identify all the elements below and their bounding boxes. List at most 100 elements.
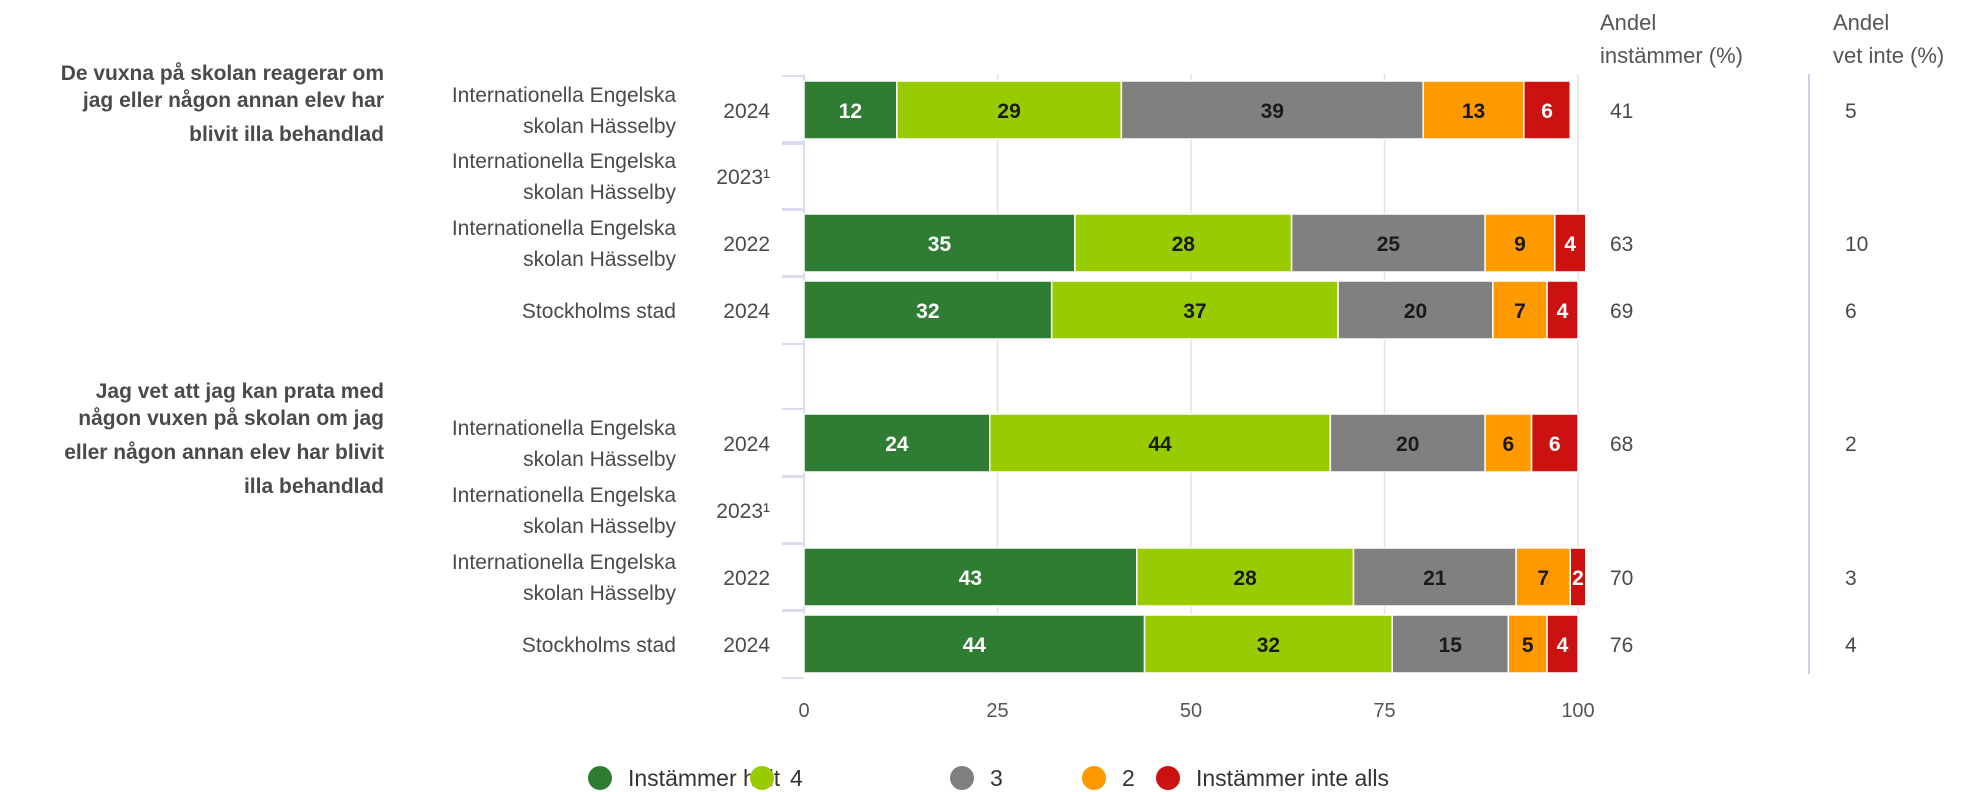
column-header: Andel instämmer (%) (1600, 10, 1743, 68)
bar-segment (803, 413, 991, 473)
bar-segment (1569, 547, 1587, 607)
bar-segment (1422, 80, 1525, 140)
bar-segment (1492, 280, 1548, 340)
unit-label: Internationella Engelska (452, 417, 676, 440)
bar-value-label: 20 (1396, 433, 1419, 456)
bar-segment (1050, 280, 1339, 340)
bar-value-label: 5 (1522, 634, 1534, 657)
legend-marker (1156, 766, 1180, 790)
x-tick-label: 50 (1180, 700, 1202, 722)
instammer-value: 41 (1610, 100, 1633, 123)
legend-label: 4 (790, 765, 803, 791)
unit-label: skolan Hässelby (523, 515, 676, 538)
bar-segment (1143, 614, 1393, 674)
year-label: 2023¹ (716, 500, 770, 523)
bar-value-label: 35 (928, 233, 952, 256)
legend-marker (950, 766, 974, 790)
question-text: någon vuxen på skolan om jag (78, 407, 384, 430)
bar-value-label: 9 (1514, 233, 1526, 256)
unit-label: skolan Hässelby (523, 115, 676, 138)
x-tick-label: 0 (798, 700, 809, 722)
question-text: jag eller någon annan elev har (82, 89, 384, 112)
unit-label: Stockholms stad (522, 634, 676, 657)
bar-segment (803, 80, 898, 140)
bar-value-label: 44 (963, 634, 987, 657)
bar-value-label: 32 (916, 300, 939, 323)
legend-label: Instämmer inte alls (1196, 765, 1389, 791)
bar-segment (1515, 547, 1572, 607)
year-label: 2024 (723, 300, 770, 323)
bar-segment (1136, 547, 1355, 607)
legend-label: 2 (1122, 765, 1135, 791)
bar-segment (896, 80, 1123, 140)
x-tick-label: 25 (986, 700, 1008, 722)
vet-inte-value: 2 (1845, 433, 1857, 456)
bar-segment (1554, 213, 1587, 273)
year-label: 2023¹ (716, 166, 770, 189)
legend-marker (1082, 766, 1106, 790)
bar-segment (803, 547, 1138, 607)
legend-marker (750, 766, 774, 790)
unit-label: Internationella Engelska (452, 150, 676, 173)
vet-inte-value: 5 (1845, 100, 1857, 123)
bar-value-label: 13 (1462, 100, 1485, 123)
year-label: 2024 (723, 433, 770, 456)
instammer-value: 69 (1610, 300, 1633, 323)
unit-label: Internationella Engelska (452, 217, 676, 240)
bar-segment (1337, 280, 1494, 340)
unit-label: skolan Hässelby (523, 448, 676, 471)
x-tick-label: 75 (1373, 700, 1395, 722)
bar-value-label: 4 (1564, 233, 1576, 256)
bar-value-label: 7 (1514, 300, 1526, 323)
bar-value-label: 24 (885, 433, 909, 456)
unit-label: Internationella Engelska (452, 84, 676, 107)
instammer-value: 63 (1610, 233, 1633, 256)
question-text: blivit illa behandlad (189, 123, 384, 146)
column-header: Andel vet inte (%) (1833, 10, 1944, 68)
unit-label: Internationella Engelska (452, 484, 676, 507)
instammer-value: 68 (1610, 433, 1633, 456)
bar-value-label: 7 (1537, 567, 1549, 590)
bar-value-label: 43 (959, 567, 982, 590)
bar-value-label: 6 (1549, 433, 1561, 456)
bar-value-label: 44 (1148, 433, 1172, 456)
bar-value-label: 4 (1557, 300, 1569, 323)
vet-inte-value: 6 (1845, 300, 1857, 323)
bar-value-label: 6 (1541, 100, 1553, 123)
bar-segment (1290, 213, 1486, 273)
bar-segment (1391, 614, 1510, 674)
unit-label: Internationella Engelska (452, 551, 676, 574)
bar-value-label: 21 (1423, 567, 1447, 590)
question-text: illa behandlad (244, 475, 384, 498)
bar-value-label: 29 (997, 100, 1020, 123)
bar-segment (803, 213, 1076, 273)
vet-inte-value: 3 (1845, 567, 1857, 590)
bar-value-label: 28 (1172, 233, 1196, 256)
bar-segment (1074, 213, 1293, 273)
bar-segment (1120, 80, 1424, 140)
bar-segment (1546, 280, 1579, 340)
bar-segment (803, 280, 1053, 340)
unit-label: skolan Hässelby (523, 582, 676, 605)
bar-value-label: 15 (1439, 634, 1463, 657)
bar-segment (1352, 547, 1517, 607)
year-label: 2024 (723, 634, 770, 657)
bar-value-label: 28 (1234, 567, 1258, 590)
bar-value-label: 25 (1377, 233, 1401, 256)
vet-inte-value: 4 (1845, 634, 1857, 657)
bar-value-label: 4 (1557, 634, 1569, 657)
bar-value-label: 20 (1404, 300, 1427, 323)
bar-segment (1530, 413, 1579, 473)
bar-value-label: 2 (1572, 567, 1584, 590)
unit-label: Stockholms stad (522, 300, 676, 323)
instammer-value: 76 (1610, 634, 1633, 657)
bar-value-label: 32 (1257, 634, 1280, 657)
bar-value-label: 6 (1502, 433, 1514, 456)
bar-value-label: 39 (1261, 100, 1284, 123)
year-label: 2022 (723, 233, 770, 256)
year-label: 2022 (723, 567, 770, 590)
bar-value-label: 12 (839, 100, 862, 123)
bar-segment (1507, 614, 1548, 674)
bar-value-label: 37 (1183, 300, 1206, 323)
